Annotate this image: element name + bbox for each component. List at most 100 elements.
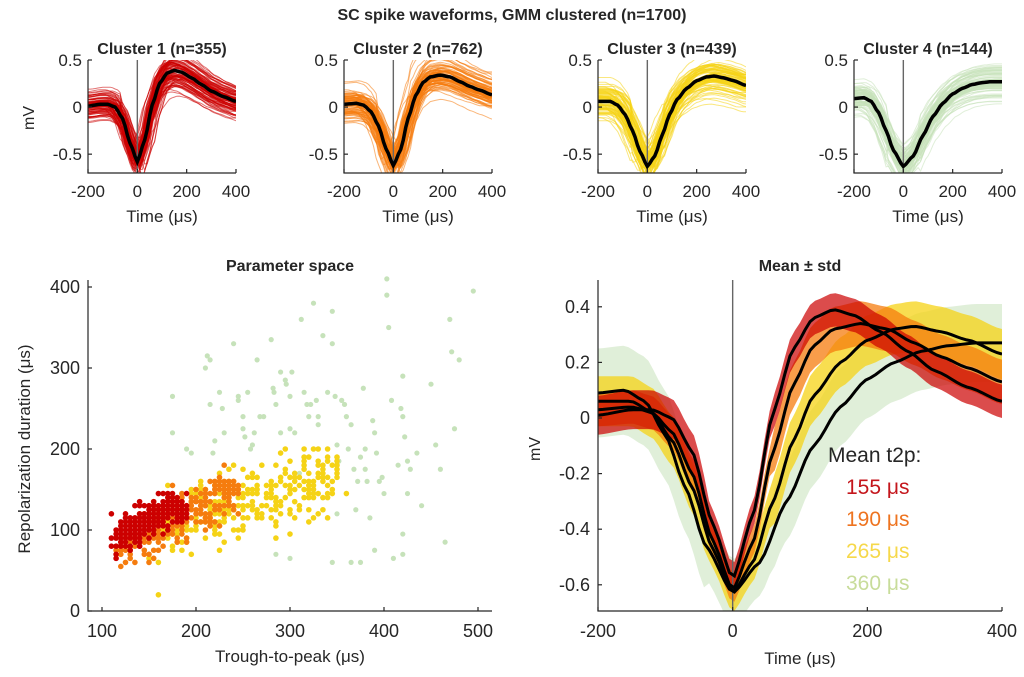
scatter-point-cluster-3	[165, 482, 171, 489]
scatter-point-cluster-3	[216, 547, 223, 554]
scatter-point-cluster-3	[268, 494, 275, 501]
scatter-point-cluster-3	[277, 511, 284, 517]
y-tick-label: 0.4	[565, 297, 590, 317]
scatter-point-cluster-4	[257, 414, 263, 420]
scatter-point-cluster-3	[291, 515, 298, 521]
scatter-point-cluster-1	[127, 527, 133, 533]
scatter-point-cluster-1	[132, 519, 138, 525]
x-tick-label: 0	[133, 182, 142, 201]
scatter-point-cluster-3	[287, 506, 293, 513]
scatter-point-cluster-3	[324, 482, 331, 489]
scatter-point-cluster-4	[207, 401, 213, 408]
scatter-point-cluster-2	[230, 486, 237, 493]
x-tick-label: 400	[478, 182, 506, 201]
scatter-point-cluster-1	[160, 502, 166, 509]
scatter-point-cluster-4	[419, 503, 425, 509]
scatter-point-cluster-4	[210, 450, 216, 456]
scatter-point-cluster-1	[122, 543, 129, 549]
scatter-point-cluster-2	[202, 490, 209, 497]
scatter-point-cluster-4	[254, 357, 260, 363]
scatter-point-cluster-2	[193, 494, 199, 501]
scatter-point-cluster-1	[155, 490, 162, 497]
scatter-point-cluster-2	[212, 502, 218, 509]
scatter-point-cluster-3	[306, 486, 312, 493]
scatter-point-cluster-1	[179, 502, 185, 509]
scatter-point-cluster-2	[216, 482, 223, 489]
scatter-point-cluster-3	[315, 470, 322, 477]
x-tick-label: 0	[728, 621, 738, 641]
scatter-point-cluster-2	[127, 555, 133, 562]
scatter-point-cluster-1	[122, 531, 129, 537]
scatter-point-cluster-2	[155, 531, 162, 537]
scatter-point-cluster-4	[332, 393, 338, 399]
scatter-point-cluster-1	[160, 511, 166, 517]
scatter-point-cluster-1	[150, 527, 157, 533]
scatter-point-cluster-4	[456, 357, 462, 363]
scatter-point-cluster-3	[169, 547, 176, 554]
scatter-point-cluster-3	[315, 462, 322, 469]
scatter-point-cluster-3	[306, 482, 312, 489]
scatter-point-cluster-1	[146, 523, 152, 529]
scatter-point-cluster-1	[127, 523, 133, 529]
scatter-point-cluster-3	[310, 515, 317, 521]
scatter-point-cluster-3	[165, 535, 171, 541]
scatter-point-cluster-3	[254, 482, 260, 489]
scatter-point-cluster-3	[273, 462, 279, 469]
scatter-point-cluster-4	[278, 369, 284, 375]
scatter-point-cluster-3	[249, 506, 256, 513]
scatter-point-cluster-3	[193, 515, 199, 521]
scatter-point-cluster-2	[226, 478, 232, 485]
scatter-point-cluster-2	[179, 531, 185, 537]
scatter-point-cluster-2	[235, 486, 242, 493]
scatter-point-cluster-1	[122, 519, 129, 525]
scatter-point-cluster-1	[136, 531, 143, 537]
scatter-point-cluster-4	[235, 397, 241, 403]
scatter-point-cluster-3	[287, 486, 293, 493]
scatter-point-cluster-3	[216, 490, 223, 497]
scatter-point-cluster-3	[174, 527, 180, 533]
scatter-point-cluster-2	[183, 539, 190, 545]
scatter-point-cluster-3	[193, 523, 199, 529]
scatter-point-cluster-3	[268, 482, 275, 489]
scatter-point-cluster-1	[169, 511, 176, 517]
scatter-point-cluster-1	[141, 531, 148, 537]
scatter-point-cluster-2	[230, 478, 237, 485]
scatter-point-cluster-4	[315, 414, 321, 420]
scatter-point-cluster-1	[127, 547, 133, 554]
scatter-point-cluster-3	[296, 482, 303, 489]
scatter-point-cluster-2	[188, 515, 195, 521]
scatter-point-cluster-4	[247, 446, 254, 452]
waveform-trace	[854, 89, 1002, 172]
scatter-point-cluster-4	[216, 389, 223, 395]
scatter-point-cluster-4	[400, 551, 406, 557]
scatter-point-cluster-2	[141, 539, 148, 545]
panel-cluster-2: Cluster 2 (n=762) Time (μs) -200 0 200 400 -…	[309, 41, 506, 226]
mean-waveform-line	[344, 73, 492, 170]
scatter-point-cluster-4	[315, 422, 321, 428]
scatter-point-cluster-2	[202, 527, 209, 533]
trace-group	[344, 60, 492, 173]
scatter-point-cluster-1	[183, 502, 190, 509]
scatter-point-cluster-2	[179, 494, 185, 501]
scatter-point-cluster-1	[113, 535, 119, 541]
scatter-point-cluster-3	[235, 502, 242, 509]
scatter-point-cluster-3	[310, 482, 317, 489]
mean-waveform-line	[598, 74, 746, 170]
waveform-trace	[598, 94, 746, 173]
waveform-trace	[88, 60, 236, 164]
scatter-point-cluster-3	[254, 506, 260, 513]
scatter-point-cluster-1	[174, 498, 180, 505]
waveform-trace	[88, 82, 236, 172]
scatter-point-cluster-3	[188, 527, 195, 533]
waveform-trace	[598, 84, 746, 168]
scatter-point-cluster-4	[348, 559, 354, 566]
scatter-point-cluster-2	[183, 519, 190, 525]
scatter-point-cluster-2	[118, 547, 124, 554]
scatter-point-cluster-2	[193, 506, 199, 513]
scatter-point-cluster-3	[315, 474, 322, 481]
scatter-point-cluster-2	[221, 502, 227, 509]
waveform-trace	[854, 63, 1002, 155]
x-axis-label: Time (μs)	[382, 207, 454, 226]
scatter-point-cluster-3	[179, 539, 185, 545]
scatter-point-cluster-2	[230, 506, 237, 513]
